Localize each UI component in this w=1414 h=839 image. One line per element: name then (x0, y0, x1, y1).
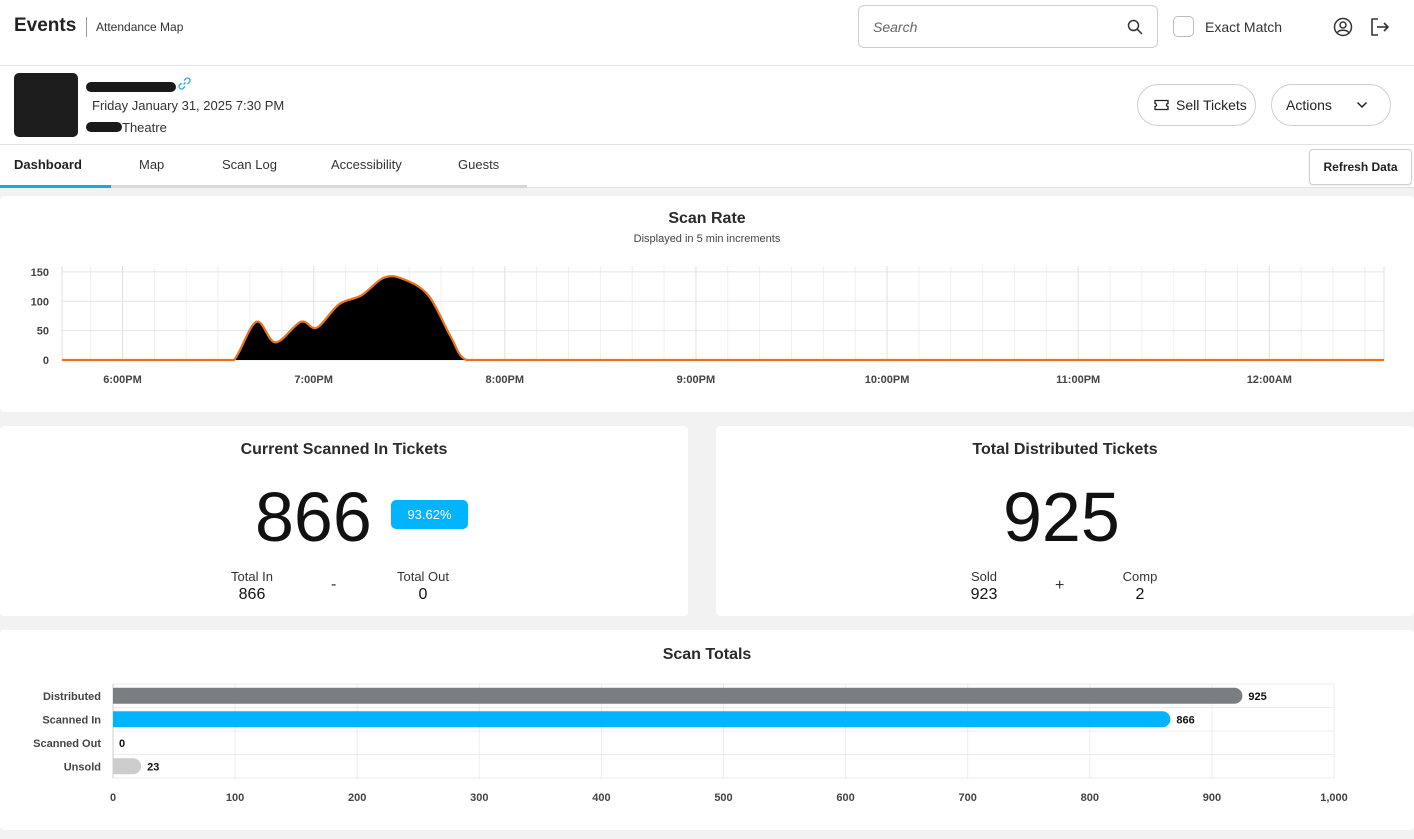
scanned-in-card: Current Scanned In Tickets 866 93.62% To… (0, 426, 688, 616)
scan-rate-subtitle: Displayed in 5 min increments (633, 233, 781, 245)
actions-dropdown[interactable]: Actions (1271, 84, 1391, 126)
comp-label: Comp (1122, 569, 1158, 584)
redacted-event-name (86, 82, 176, 92)
sold-label: Sold (970, 569, 998, 584)
x-tick-label: 11:00PM (1056, 374, 1100, 386)
scan-rate-chart: 0 50 100 150 6:00PM 7:00PM 8:00PM 9:00PM 10:00PM… (31, 266, 1385, 386)
active-tab-indicator (0, 185, 111, 188)
tab-map[interactable]: Map (139, 157, 165, 172)
tab-guests[interactable]: Guests (458, 157, 500, 172)
plus-operator: + (1055, 577, 1065, 594)
x-tick-label: 12:00AM (1247, 374, 1292, 386)
category-label: Scanned In (42, 714, 101, 726)
scanned-in-value: 866 (255, 478, 372, 556)
x-tick-label: 300 (470, 792, 488, 804)
search-box[interactable] (858, 5, 1158, 48)
x-tick-label: 800 (1081, 792, 1099, 804)
total-in-label: Total In (231, 569, 273, 584)
top-bar: Events Attendance Map Exact Match (0, 0, 1414, 66)
x-tick-label: 200 (348, 792, 366, 804)
scan-rate-title: Scan Rate (668, 210, 746, 227)
tab-strip: Dashboard Map Scan Log Accessibility Gue… (0, 145, 527, 188)
data-label: 866 (1176, 714, 1194, 726)
sell-tickets-button[interactable]: Sell Tickets (1137, 84, 1256, 126)
x-tick-label: 1,000 (1320, 792, 1348, 804)
data-label: 23 (147, 761, 159, 773)
data-label: 925 (1248, 691, 1266, 703)
tab-bar: Dashboard Map Scan Log Accessibility Gue… (0, 145, 1414, 188)
x-tick-label: 10:00PM (865, 374, 910, 386)
event-header: Friday January 31, 2025 7:30 PM Theatre … (0, 66, 1414, 145)
tab-scan-log[interactable]: Scan Log (222, 157, 277, 172)
y-tick-label: 100 (31, 296, 49, 308)
scan-totals-card: Scan Totals 0 100 200 300 400 500 600 700 800 900… (0, 630, 1414, 830)
x-tick-label: 500 (714, 792, 732, 804)
bar (113, 758, 142, 775)
comp-value: 2 (1135, 586, 1145, 603)
category-label: Distributed (43, 691, 101, 703)
scan-rate-card: Scan Rate Displayed in 5 min increments … (0, 196, 1414, 412)
title-divider (86, 17, 87, 37)
total-in-value: 866 (238, 586, 266, 603)
refresh-data-button[interactable]: Refresh Data (1309, 149, 1412, 185)
scanned-in-title: Current Scanned In Tickets (240, 441, 448, 458)
scan-rate-line (62, 275, 1384, 362)
ticket-icon (1154, 99, 1169, 111)
y-tick-label: 150 (31, 267, 49, 279)
distributed-value: 925 (1003, 478, 1120, 556)
distributed-title: Total Distributed Tickets (972, 441, 1158, 458)
total-out-label: Total Out (396, 569, 450, 584)
tab-accessibility[interactable]: Accessibility (331, 157, 402, 172)
event-thumbnail (14, 73, 78, 137)
x-tick-label: 7:00PM (294, 374, 333, 386)
search-icon[interactable] (1127, 19, 1143, 35)
bar (113, 687, 1243, 704)
chevron-down-icon (1356, 101, 1368, 109)
scan-rate-area (62, 276, 1384, 360)
x-tick-label: 8:00PM (486, 374, 525, 386)
page-subtitle: Attendance Map (96, 20, 184, 34)
actions-label: Actions (1286, 97, 1332, 113)
redacted-venue-name (86, 122, 122, 132)
search-input[interactable] (873, 17, 1113, 37)
scanned-percent-badge: 93.62% (391, 500, 468, 529)
sold-value: 923 (970, 586, 998, 603)
x-tick-label: 6:00PM (103, 374, 142, 386)
logout-icon[interactable] (1369, 17, 1391, 37)
event-venue: Theatre (122, 120, 167, 135)
category-label: Scanned Out (33, 738, 101, 750)
x-tick-label: 400 (592, 792, 610, 804)
tab-dashboard[interactable]: Dashboard (14, 157, 82, 172)
x-tick-label: 9:00PM (677, 374, 716, 386)
scan-totals-title: Scan Totals (662, 646, 752, 663)
y-tick-label: 50 (37, 326, 49, 338)
minus-operator: - (331, 576, 337, 593)
category-label: Unsold (64, 761, 101, 773)
sell-tickets-label: Sell Tickets (1176, 97, 1247, 113)
bar (113, 711, 1171, 728)
x-tick-label: 600 (836, 792, 854, 804)
x-tick-label: 0 (110, 792, 116, 804)
scan-totals-grid (112, 683, 1335, 779)
total-out-value: 0 (418, 586, 428, 603)
event-date: Friday January 31, 2025 7:30 PM (92, 98, 285, 113)
user-account-icon[interactable] (1333, 17, 1353, 37)
app-title: Events (14, 15, 77, 36)
y-tick-label: 0 (43, 355, 49, 367)
x-tick-label: 700 (959, 792, 977, 804)
data-label: 0 (119, 738, 125, 750)
distributed-card: Total Distributed Tickets 925 Sold 923 +… (716, 426, 1414, 616)
exact-match-label: Exact Match (1205, 19, 1283, 35)
x-tick-label: 100 (226, 792, 244, 804)
link-icon[interactable] (178, 77, 191, 90)
exact-match-checkbox[interactable] (1173, 16, 1194, 37)
x-tick-label: 900 (1203, 792, 1221, 804)
scan-totals-chart: 0 100 200 300 400 500 600 700 800 900 1,000 Distrib… (33, 683, 1348, 804)
